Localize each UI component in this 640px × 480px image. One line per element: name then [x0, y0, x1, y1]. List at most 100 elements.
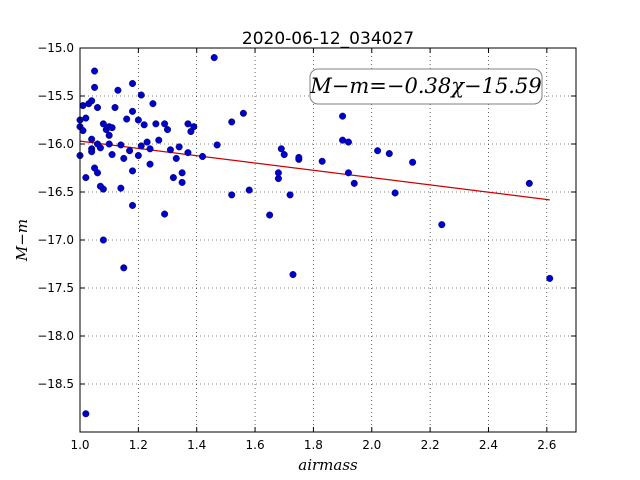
- data-point: [155, 136, 163, 144]
- data-point: [152, 120, 160, 128]
- x-tick-label: 1.0: [70, 438, 89, 452]
- data-point: [108, 151, 116, 159]
- data-point: [213, 141, 221, 149]
- data-point: [289, 271, 297, 279]
- data-point: [169, 174, 177, 182]
- data-point: [149, 100, 157, 108]
- data-point: [344, 169, 352, 177]
- data-point: [210, 54, 218, 62]
- x-tick-label: 2.0: [362, 438, 381, 452]
- data-point: [120, 264, 128, 272]
- data-point: [96, 144, 104, 152]
- data-point: [409, 158, 417, 166]
- y-tick-label: −17.5: [37, 281, 74, 295]
- x-tick-label: 2.6: [537, 438, 556, 452]
- data-point: [114, 86, 122, 94]
- data-point: [88, 97, 96, 105]
- data-point: [228, 118, 236, 126]
- y-axis-label: M−m: [13, 219, 31, 262]
- data-point: [88, 135, 96, 143]
- data-point: [391, 189, 399, 197]
- data-point: [105, 140, 113, 148]
- y-tick-label: −17.0: [37, 233, 74, 247]
- data-point: [161, 210, 169, 218]
- data-point: [350, 179, 358, 187]
- data-point: [199, 152, 207, 160]
- data-point: [99, 236, 107, 244]
- data-point: [374, 147, 382, 155]
- data-point: [129, 107, 137, 115]
- data-point: [82, 174, 90, 182]
- data-point: [190, 123, 198, 131]
- data-point: [525, 179, 533, 187]
- y-tick-label: −15.0: [37, 41, 74, 55]
- data-point: [99, 120, 107, 128]
- data-point: [117, 141, 125, 149]
- data-point: [339, 136, 347, 144]
- x-tick-label: 1.2: [129, 438, 148, 452]
- y-tick-label: −16.0: [37, 137, 74, 151]
- data-point: [129, 201, 137, 209]
- x-tick-label: 1.8: [304, 438, 323, 452]
- data-point: [140, 121, 148, 129]
- axis-ticks: 1.0 1.2 1.4 1.6 1.8 2.0 2.2 2.4 2.6 −15.0 −15.5 −16…: [37, 41, 576, 452]
- data-point: [143, 138, 151, 146]
- x-tick-label: 1.6: [246, 438, 265, 452]
- data-point: [178, 178, 186, 186]
- data-point: [239, 109, 247, 117]
- data-point: [280, 151, 288, 159]
- annotation-box: M−m=−0.38χ−15.59: [309, 68, 543, 105]
- data-point: [286, 191, 294, 199]
- data-points: [76, 54, 554, 418]
- data-point: [108, 124, 116, 132]
- data-point: [274, 169, 282, 177]
- data-point: [120, 154, 128, 162]
- y-tick-label: −18.0: [37, 329, 74, 343]
- data-point: [164, 126, 172, 134]
- data-point: [175, 143, 183, 151]
- data-point: [385, 150, 393, 158]
- x-tick-label: 2.2: [421, 438, 440, 452]
- data-point: [134, 152, 142, 160]
- data-point: [111, 104, 119, 112]
- data-point: [126, 147, 134, 155]
- x-axis-label: airmass: [298, 456, 358, 474]
- data-point: [146, 145, 154, 153]
- data-point: [134, 116, 142, 124]
- data-point: [344, 138, 352, 146]
- data-point: [82, 410, 90, 418]
- data-point: [161, 120, 169, 128]
- data-point: [546, 274, 554, 282]
- y-tick-label: −16.5: [37, 185, 74, 199]
- data-point: [146, 160, 154, 168]
- data-point: [245, 186, 253, 194]
- data-point: [137, 142, 145, 150]
- fit-line: [79, 140, 550, 201]
- chart-title: 2020-06-12_034027: [242, 29, 414, 49]
- data-point: [277, 145, 285, 153]
- data-point: [88, 148, 96, 156]
- data-point: [94, 104, 102, 112]
- data-point: [79, 102, 87, 110]
- data-point: [129, 167, 137, 175]
- data-point: [178, 169, 186, 177]
- data-point: [438, 221, 446, 229]
- data-point: [339, 112, 347, 120]
- fit-line-group: [79, 140, 550, 201]
- data-point: [166, 146, 174, 154]
- data-point: [117, 184, 125, 192]
- data-point: [79, 127, 87, 135]
- data-point: [91, 67, 99, 75]
- x-tick-label: 2.4: [479, 438, 498, 452]
- y-tick-label: −15.5: [37, 89, 74, 103]
- data-point: [184, 149, 192, 157]
- data-point: [184, 120, 192, 128]
- fit-equation: M−m=−0.38χ−15.59: [309, 74, 541, 98]
- data-point: [82, 114, 90, 122]
- data-point: [129, 80, 137, 88]
- data-point: [123, 115, 131, 123]
- data-point: [105, 131, 113, 139]
- data-point: [91, 83, 99, 91]
- data-point: [318, 157, 326, 165]
